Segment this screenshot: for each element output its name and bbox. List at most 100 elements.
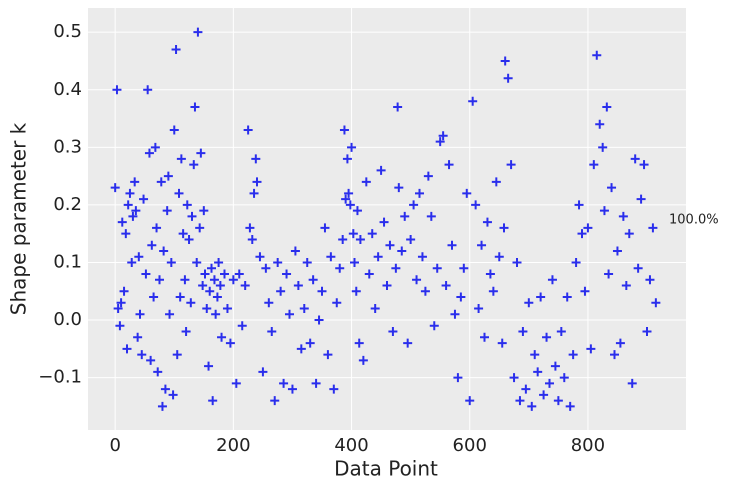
point xyxy=(207,263,216,273)
x-tick-label: 400 xyxy=(334,435,368,456)
point xyxy=(121,229,131,239)
point xyxy=(290,246,300,256)
point xyxy=(176,154,186,164)
point xyxy=(607,183,617,193)
point xyxy=(352,206,362,216)
point xyxy=(539,390,549,400)
point xyxy=(351,286,361,296)
point xyxy=(415,188,424,198)
point xyxy=(293,280,303,290)
y-tick-label: 0.0 xyxy=(53,309,82,330)
y-tick-label: 0.2 xyxy=(53,194,82,215)
point xyxy=(499,223,509,233)
point xyxy=(264,298,274,308)
point xyxy=(621,280,631,290)
point xyxy=(379,217,389,227)
point xyxy=(225,338,235,348)
point xyxy=(166,257,176,267)
point xyxy=(627,378,637,388)
point xyxy=(192,257,202,267)
point xyxy=(245,223,255,233)
point xyxy=(624,229,634,239)
plot-background xyxy=(88,8,686,430)
point xyxy=(228,275,238,285)
point xyxy=(157,401,167,411)
point xyxy=(550,361,560,371)
point xyxy=(562,292,572,302)
x-tick-label: 0 xyxy=(109,435,120,456)
point xyxy=(205,286,215,296)
point xyxy=(130,177,140,187)
point xyxy=(342,154,352,164)
point xyxy=(220,269,229,279)
point xyxy=(135,309,145,319)
point xyxy=(146,355,156,365)
point xyxy=(117,217,127,227)
point xyxy=(200,269,210,279)
point xyxy=(474,304,484,314)
point xyxy=(636,194,646,204)
point xyxy=(642,327,652,337)
point xyxy=(651,298,661,308)
point xyxy=(500,56,510,66)
point xyxy=(556,327,566,337)
point xyxy=(172,350,182,360)
point xyxy=(450,309,460,319)
x-tick-label: 600 xyxy=(453,435,487,456)
point xyxy=(187,211,197,221)
point xyxy=(545,378,554,388)
point xyxy=(361,177,371,187)
point xyxy=(305,338,315,348)
point xyxy=(497,338,507,348)
point xyxy=(586,344,596,354)
point xyxy=(465,396,475,406)
point xyxy=(270,396,280,406)
point xyxy=(332,298,342,308)
point xyxy=(444,160,454,170)
point xyxy=(169,125,179,135)
point xyxy=(234,269,244,279)
point xyxy=(400,211,410,221)
point xyxy=(211,309,221,319)
point xyxy=(612,246,622,256)
point xyxy=(615,338,625,348)
point xyxy=(447,240,457,250)
y-tick-label: −0.1 xyxy=(38,367,82,388)
point xyxy=(630,154,640,164)
point xyxy=(480,332,489,342)
point xyxy=(198,280,208,290)
point xyxy=(116,298,126,308)
y-tick-label: 0.1 xyxy=(53,251,82,272)
point xyxy=(568,350,578,360)
point xyxy=(252,177,262,187)
point xyxy=(618,211,628,221)
point xyxy=(423,171,433,181)
point xyxy=(426,211,436,221)
point xyxy=(393,102,403,112)
point xyxy=(403,338,413,348)
point xyxy=(160,384,170,394)
point xyxy=(542,332,552,342)
point xyxy=(208,396,218,406)
point xyxy=(553,396,563,406)
point xyxy=(583,223,593,233)
point xyxy=(165,309,175,319)
point xyxy=(468,96,478,106)
point xyxy=(282,269,292,279)
point xyxy=(193,27,203,37)
point xyxy=(435,137,445,147)
point xyxy=(119,286,129,296)
point xyxy=(296,344,306,354)
point xyxy=(184,234,194,244)
point xyxy=(181,327,191,337)
point xyxy=(598,142,608,152)
point xyxy=(273,257,283,267)
point xyxy=(462,188,472,198)
point xyxy=(527,401,537,411)
point xyxy=(174,188,184,198)
point xyxy=(530,350,540,360)
point xyxy=(150,142,160,152)
point xyxy=(326,252,336,262)
x-axis-label: Data Point xyxy=(334,457,438,481)
point xyxy=(604,269,614,279)
